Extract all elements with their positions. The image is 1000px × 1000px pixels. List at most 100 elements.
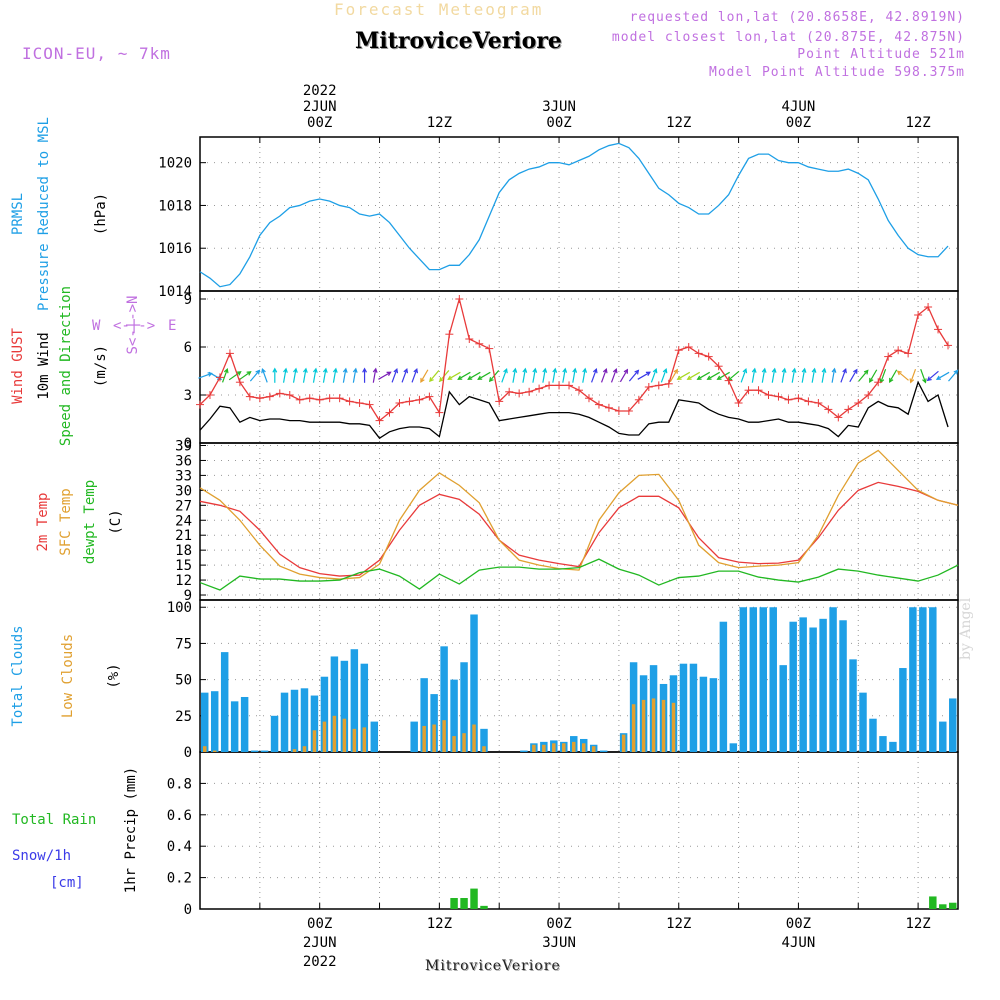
wind-arrow-shaft (889, 369, 898, 383)
low-cloud-bar (631, 704, 636, 752)
wind-arrow-head (261, 368, 266, 374)
low-cloud-bar (332, 715, 337, 752)
wind-arrow (272, 367, 278, 383)
wind-arrow (637, 371, 651, 380)
compass-west: W (92, 318, 101, 334)
y-tick-label: 1020 (158, 156, 192, 172)
total-cloud-bar (250, 750, 259, 752)
wind-arrow-shaft (342, 368, 347, 383)
cloud-axis-label: (%) (106, 663, 122, 688)
wind-arrow-head (488, 377, 494, 383)
panel-frame (199, 290, 959, 444)
chart-subtitle: Forecast Meteogram (334, 0, 544, 19)
wind-arrow (811, 367, 817, 383)
total-cloud-bar (819, 618, 827, 752)
wind-arrow-shaft (801, 368, 806, 383)
pressure-axis-label: PRMSL (10, 193, 26, 235)
wind-arrow-head (831, 367, 837, 373)
wind-gust-marker (555, 381, 564, 390)
total-cloud-bar (280, 692, 289, 752)
total-cloud-bar (859, 692, 867, 752)
total-cloud-bar (879, 736, 887, 752)
wind-arrow-shaft (936, 371, 950, 380)
wind-gust-marker (275, 389, 284, 398)
wind-arrow (660, 368, 668, 383)
wind-arrow-shaft (447, 371, 461, 380)
rain-bar (480, 905, 488, 909)
wind-gust-marker (265, 392, 274, 401)
total-cloud-bar (220, 652, 229, 752)
wind-arrow (948, 369, 959, 382)
low-cloud-bar (202, 746, 207, 752)
wind-arrow-shaft (429, 370, 440, 382)
total-cloud-bar (729, 743, 738, 752)
total-cloud-bar (799, 617, 807, 752)
wind-arrow (542, 367, 548, 383)
time-label-bottom: 00Z (786, 916, 811, 932)
wind-arrow (261, 368, 268, 383)
wind-arrow (401, 368, 409, 383)
wind-arrow-shaft (532, 368, 536, 383)
y-tick-label: 1016 (158, 241, 192, 257)
time-label-bottom: 00Z (546, 916, 571, 932)
wind-arrow (352, 367, 358, 383)
wind-arrow-shaft (477, 371, 491, 380)
time-label-bottom: 00Z (307, 916, 332, 932)
wind-gust-marker (475, 339, 484, 348)
wind-arrow (429, 370, 440, 383)
wind-gust-marker (505, 387, 514, 396)
wind-arrow (896, 370, 909, 381)
low-cloud-bar (671, 702, 676, 752)
closest-coords: model closest lon,lat (20.875E, 42.875N) (611, 30, 965, 45)
total-cloud-bar (849, 659, 857, 752)
time-label-top: 4JUN (782, 99, 816, 115)
total-cloud-bar (330, 656, 339, 752)
wind-gust-marker (315, 395, 324, 404)
wind-arrow-shaft (761, 368, 766, 383)
wind-arrow-head (811, 367, 817, 373)
total-cloud-bar (739, 607, 748, 752)
wind-arrow-head (821, 367, 827, 373)
wind-arrow-head (562, 367, 568, 373)
low-cloud-bar (542, 744, 546, 752)
wind-arrow-head (909, 378, 915, 384)
total-cloud-bar (240, 696, 249, 752)
wind-gust-marker (205, 391, 214, 399)
wind-gust-marker (255, 394, 264, 403)
wind-arrow-shaft (791, 368, 796, 383)
total-cloud-bar (360, 663, 369, 752)
wind-gust-marker (884, 352, 893, 361)
wind-arrow (935, 371, 950, 380)
wind-arrow-head (403, 368, 409, 374)
wind-arrow-head (393, 368, 399, 374)
pressure-line (199, 142, 949, 288)
wind-arrow-shaft (372, 368, 377, 383)
wind-axis-label: (m/s) (93, 345, 109, 387)
total-cloud-bar (430, 694, 438, 752)
wind-arrow-shaft (522, 368, 526, 383)
wind-arrow (552, 367, 558, 383)
low-cloud-bar (482, 746, 486, 752)
wind-arrow-shaft (727, 370, 740, 381)
total-cloud-bar (470, 614, 478, 752)
wind-gust-marker (774, 392, 783, 401)
wind-arrow-head (255, 369, 261, 375)
total-cloud-bar (260, 750, 269, 752)
wind-arrow-head (863, 369, 869, 375)
y-tick-label: 6 (184, 340, 192, 356)
wind-arrow-shaft (249, 370, 260, 382)
chart-title: MitroviceVeriore (355, 28, 562, 54)
wind-arrow-shaft (198, 372, 212, 379)
wind-gust-marker (694, 349, 703, 358)
wind-arrow-shaft (751, 368, 756, 383)
rain-bar (929, 896, 937, 909)
y-tick-label: 0 (184, 436, 192, 452)
snow-label: Snow/1h (12, 848, 71, 864)
wind-arrow-shaft (628, 370, 639, 382)
low-cloud-bar (312, 730, 317, 752)
compass-east: E (168, 318, 176, 334)
total-cloud-bar (410, 721, 418, 752)
wind-arrow-shaft (322, 368, 327, 383)
total-cloud-bar (320, 676, 329, 752)
total-cloud-bar (450, 679, 458, 752)
